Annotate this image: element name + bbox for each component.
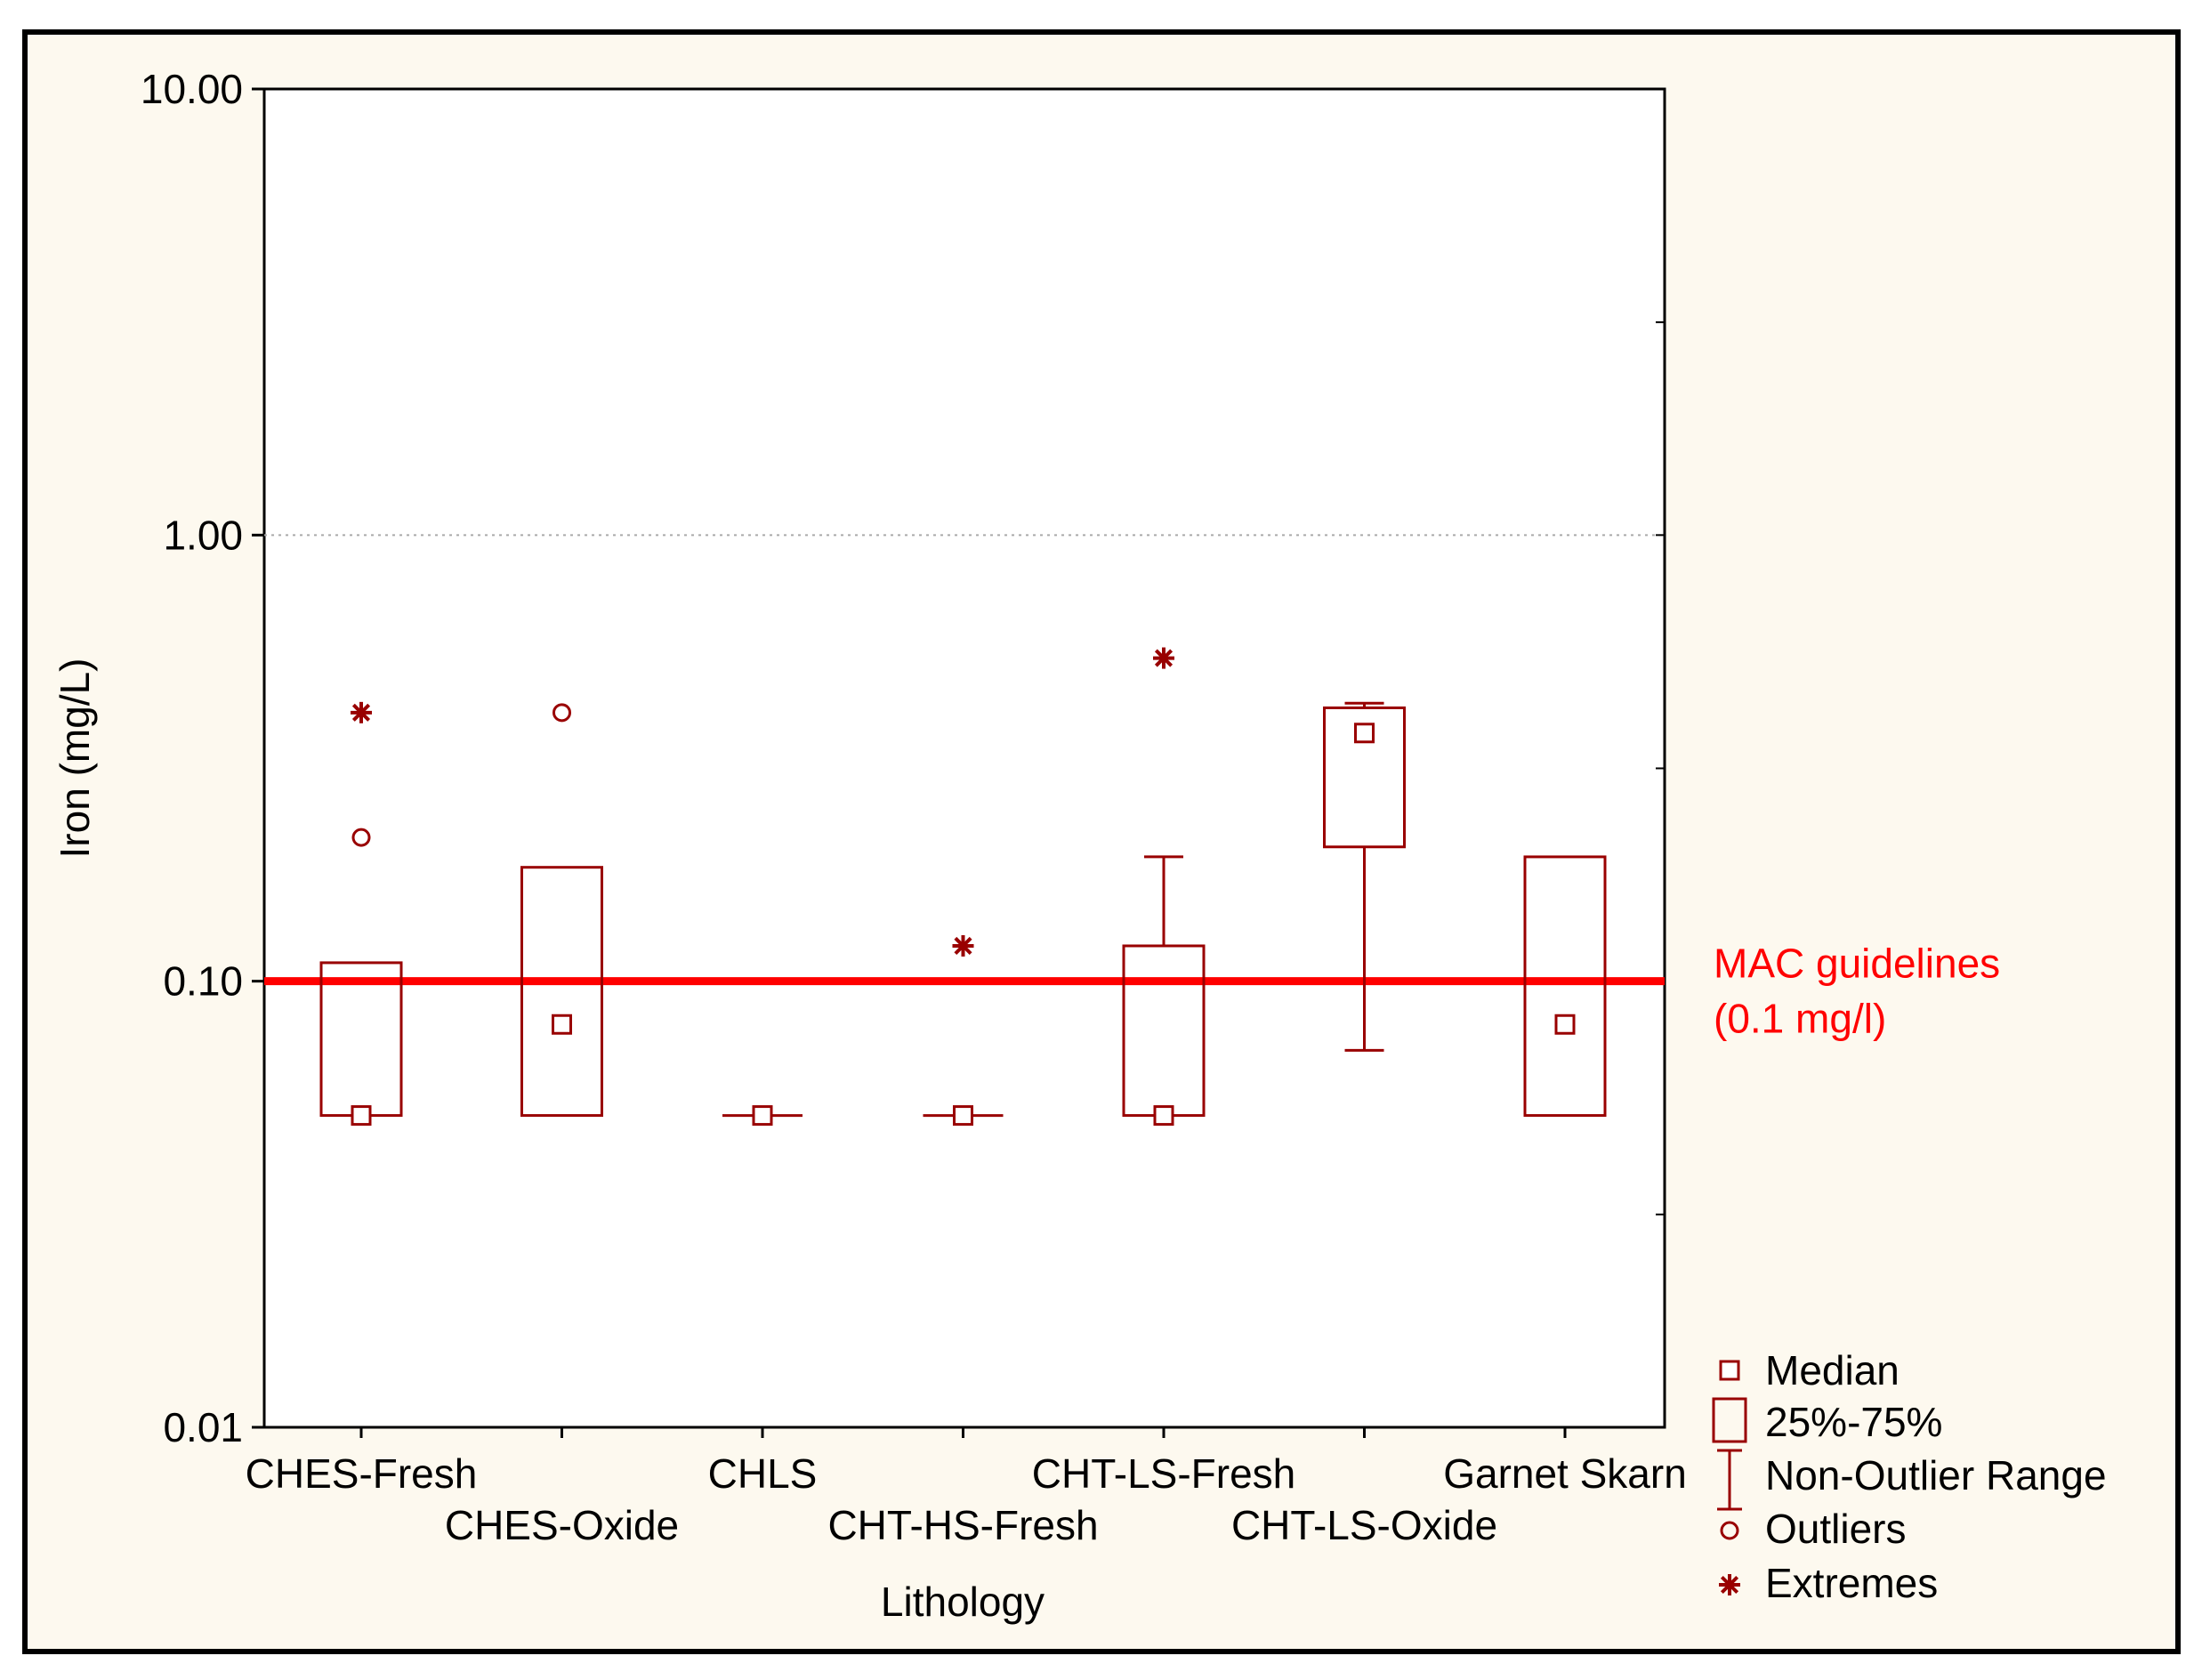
x-tick-label: Garnet Skarn [1443,1450,1687,1497]
median-marker [1354,723,1375,744]
box-group [1323,701,1406,1052]
legend-entry-label: 25%-75% [1765,1399,1942,1445]
median-marker [752,1105,773,1127]
x-axis-title: Lithology [881,1579,1045,1625]
y-tick-label: 0.01 [163,1404,243,1450]
extreme-point [952,934,974,957]
median-marker [351,1105,372,1127]
y-tick-label: 0.10 [163,958,243,1005]
y-tick-label: 10.00 [141,66,243,112]
x-tick-label: CHES-Fresh [246,1450,478,1497]
legend-box-marker [1712,1397,1747,1443]
plot-area [262,87,1666,1429]
legend-entry-label: Non-Outlier Range [1765,1452,2107,1498]
box-group [520,703,603,1118]
box-group [923,934,1004,1127]
box-iqr [1523,855,1607,1118]
box-group [1122,647,1206,1127]
outlier-point [553,703,571,723]
x-tick-label: CHT-HS-Fresh [827,1502,1098,1548]
median-marker [552,1014,572,1035]
legend-extreme-marker [1719,1574,1740,1595]
x-tick-label: CHT-LS-Fresh [1032,1450,1295,1497]
median-marker [1153,1105,1174,1127]
legend-entry-label: Extremes [1765,1560,1938,1606]
box-group [722,1105,803,1127]
x-tick-label: CHT-LS-Oxide [1231,1502,1497,1548]
box-iqr [520,866,603,1118]
legend-entry-label: Outliers [1765,1506,1906,1552]
legend-outlier-marker [1720,1521,1739,1540]
median-marker [953,1105,973,1127]
legend-median-marker [1719,1360,1740,1381]
y-axis-title: Iron (mg/L) [52,658,98,859]
x-tick-label: CHES-Oxide [445,1502,679,1548]
median-marker [1554,1014,1576,1035]
mac-guideline-label: MAC guidelines [1714,941,2000,987]
mac-guideline-value: (0.1 mg/l) [1714,996,1886,1042]
box-iqr [1323,706,1406,849]
box-group [319,701,403,1127]
extreme-point [1153,647,1174,669]
y-tick-label: 1.00 [163,512,243,558]
box-group [1523,855,1607,1118]
legend-entry-label: Median [1765,1347,1900,1393]
extreme-point [351,701,372,723]
outlier-point [351,828,371,847]
x-tick-label: CHLS [708,1450,818,1497]
